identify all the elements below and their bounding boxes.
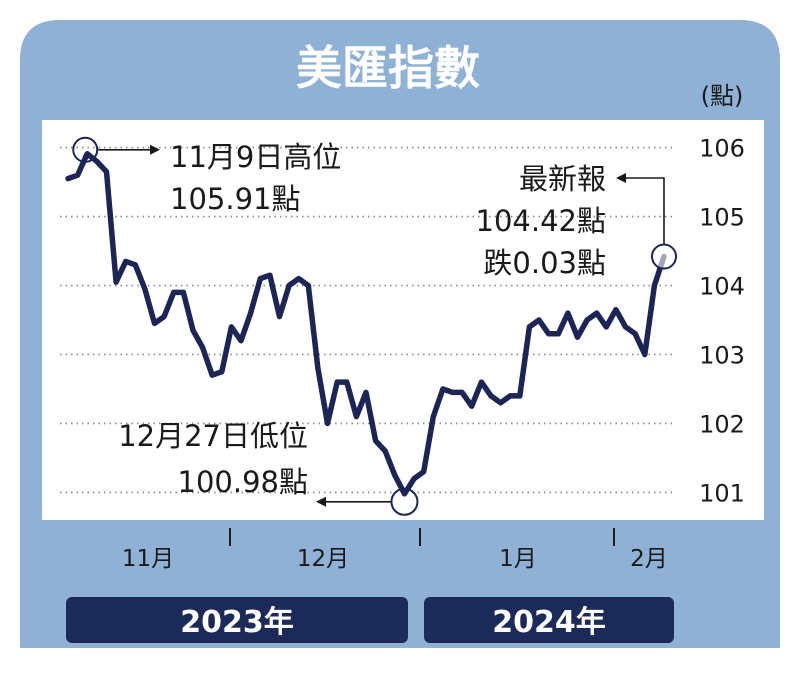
- month-label-dec: 12月: [297, 546, 349, 572]
- high-point-marker: [72, 136, 99, 163]
- year-bar-2024: [424, 597, 674, 643]
- latest-pointer-line: [626, 177, 665, 244]
- month-label-jan: 1月: [499, 546, 537, 572]
- y-tick-labels: 106 105 104 103 102 101: [699, 135, 745, 508]
- y-tick-label-106: 106: [699, 135, 745, 163]
- low-point-marker: [390, 487, 419, 516]
- latest-annotation-line3: 跌0.03點: [483, 246, 606, 280]
- low-annotation-line2: 100.98點: [178, 465, 308, 499]
- latest-point-marker: [651, 243, 677, 270]
- month-label-feb: 2月: [630, 546, 668, 572]
- y-tick-label-101: 101: [699, 479, 745, 507]
- plot-background: [42, 120, 764, 520]
- low-pointer-arrowhead: [316, 496, 326, 507]
- high-annotation-line2: 105.91點: [170, 182, 300, 216]
- unit-label: (點): [701, 82, 744, 110]
- latest-annotation-line2: 104.42點: [476, 204, 606, 238]
- y-tick-label-105: 105: [699, 204, 745, 232]
- high-pointer-arrowhead: [150, 144, 160, 155]
- year-bar-2023: [66, 597, 408, 643]
- latest-annotation-line1: 最新報: [519, 162, 606, 196]
- y-tick-label-103: 103: [699, 341, 745, 369]
- y-tick-label-102: 102: [699, 410, 745, 438]
- low-annotation-line1: 12月27日低位: [118, 419, 308, 453]
- high-annotation-line1: 11月9日高位: [170, 140, 341, 174]
- gridlines: [60, 146, 674, 494]
- annotation-markers: [72, 136, 677, 516]
- year-label-2024: 2024年: [492, 605, 606, 640]
- annotation-pointers: [98, 144, 665, 507]
- chart-title: 美匯指數: [296, 41, 480, 95]
- month-label-nov: 11月: [122, 546, 174, 572]
- series-line-usd-index: [65, 151, 667, 497]
- year-label-2023: 2023年: [180, 605, 294, 640]
- y-tick-label-104: 104: [699, 273, 745, 301]
- latest-pointer-arrowhead: [616, 173, 626, 183]
